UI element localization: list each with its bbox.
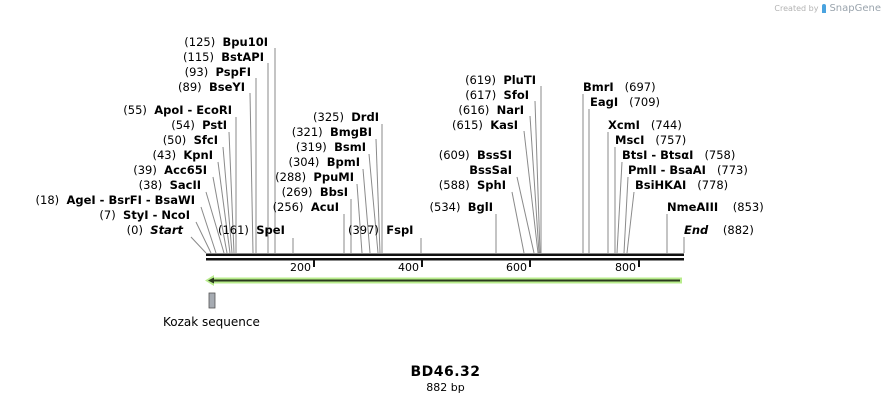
site-bseyi[interactable]: (89) BseYI [178,80,245,94]
credit-brand: SnapGene [829,3,881,14]
site-nmeaiii[interactable]: NmeAIII (853) [667,200,764,214]
site-drdi[interactable]: (325) DrdI [313,110,379,124]
site-bsmi[interactable]: (319) BsmI [295,140,366,154]
sequence-length: 882 bp [426,381,465,394]
site-apoi-ecori[interactable]: (55) ApoI - EcoRI [123,103,232,117]
site-eagi[interactable]: EagI (709) [590,95,661,109]
site-bsssi[interactable]: (609) BssSI [438,148,512,162]
site-bmri[interactable]: BmrI (697) [583,80,656,94]
credit-prefix: Created by [774,4,819,13]
site-styi-ncoi[interactable]: (7) StyI - NcoI [99,208,190,222]
site-end[interactable]: End (882) [684,223,754,237]
site-bgli[interactable]: (534) BglI [429,200,493,214]
site-start[interactable]: (0) Start [126,223,183,237]
site-sacii[interactable]: (38) SacII [138,178,201,192]
tick-600: 600 [506,261,527,274]
site-sphi[interactable]: (588) SphI [438,178,506,192]
site-bsihkai[interactable]: BsiHKAI (778) [635,178,729,192]
site-bpmi[interactable]: (304) BpmI [288,155,360,169]
site-pspfi[interactable]: (93) PspFI [184,65,251,79]
site-xcmi[interactable]: XcmI (744) [608,118,682,132]
site-sfoi[interactable]: (617) SfoI [465,88,529,102]
site-kasi[interactable]: (615) KasI [451,118,518,132]
orf-arrow-feature[interactable] [205,275,682,286]
site-ppumi[interactable]: (288) PpuMI [275,170,354,184]
kozak-sequence-feature[interactable] [208,292,216,309]
site-spei[interactable]: (161) SpeI [218,223,285,237]
site-msci[interactable]: MscI (757) [615,133,687,147]
site-nari[interactable]: (616) NarI [458,103,524,117]
tick-200: 200 [290,261,311,274]
sequence-name: BD46.32 [410,364,481,380]
site-pluti[interactable]: (619) PluTI [465,73,536,87]
site-btsi-btsai[interactable]: BtsI - BtsαI (758) [622,148,736,162]
site-bstapi[interactable]: (115) BstAPI [183,50,264,64]
site-kpni[interactable]: (43) KpnI [152,148,213,162]
site-bbsi[interactable]: (269) BbsI [281,185,348,199]
site-psti[interactable]: (54) PstI [171,118,227,132]
tick-800: 800 [615,261,636,274]
snapgene-credit: Created by SnapGene [774,3,881,14]
site-bsssai[interactable]: BssSaI [469,163,512,177]
site-pmli-bsaai[interactable]: PmlI - BsaAI (773) [628,163,748,177]
site-agei-bsrfi-bsawi[interactable]: (18) AgeI - BsrFI - BsaWI [35,193,195,207]
site-acc65i[interactable]: (39) Acc65I [133,163,207,177]
snapgene-logo-icon [822,4,827,13]
site-fspi[interactable]: (397) FspI [348,223,414,237]
site-bmgbi[interactable]: (321) BmgBI [291,125,372,139]
tick-400: 400 [398,261,419,274]
dna-backbone [206,253,684,261]
kozak-sequence-label: Kozak sequence [163,315,260,329]
site-acui[interactable]: (256) AcuI [272,200,339,214]
site-sfci[interactable]: (50) SfcI [162,133,218,147]
site-connectors [190,48,685,254]
site-bpu10i[interactable]: (125) Bpu10I [184,35,268,49]
ruler: 200 400 600 800 [290,260,640,274]
